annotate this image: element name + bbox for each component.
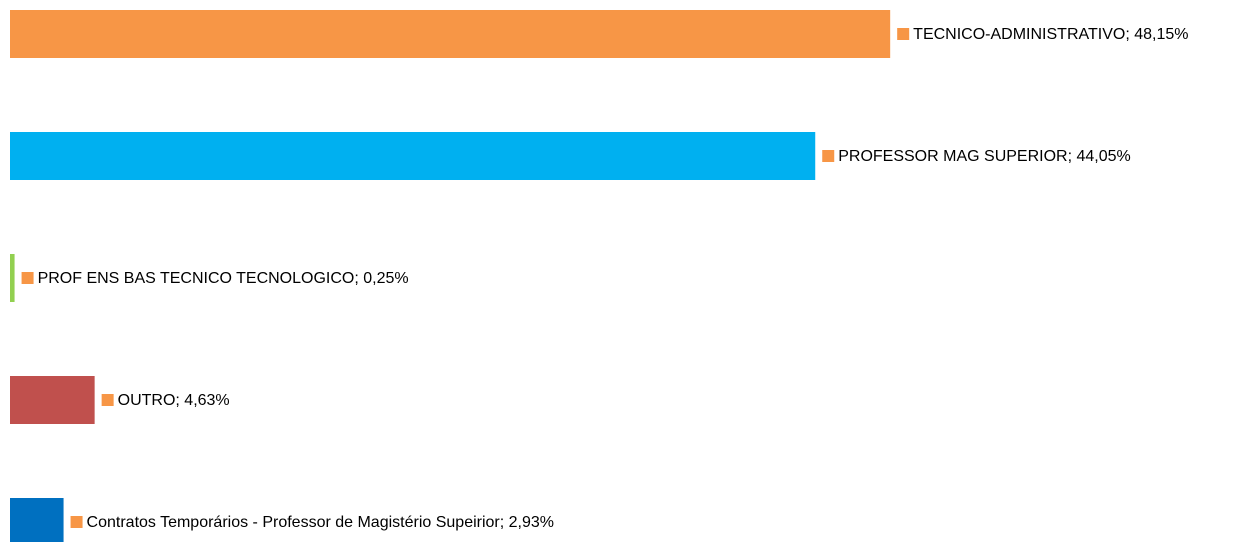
legend-marker	[70, 516, 83, 528]
legend-marker	[21, 272, 34, 284]
bar	[10, 498, 64, 542]
legend-marker	[101, 394, 114, 406]
bar	[10, 132, 816, 180]
data-label: Contratos Temporários - Professor de Mag…	[87, 514, 554, 531]
legend-marker	[822, 150, 835, 162]
data-label: PROFESSOR MAG SUPERIOR; 44,05%	[838, 148, 1131, 165]
data-label: PROF ENS BAS TECNICO TECNOLOGICO; 0,25%	[38, 270, 409, 287]
data-label: TECNICO-ADMINISTRATIVO; 48,15%	[913, 26, 1188, 43]
data-label: OUTRO; 4,63%	[118, 392, 230, 409]
legend-marker	[897, 28, 910, 40]
bar	[10, 376, 95, 424]
bar	[10, 254, 15, 302]
bar	[10, 10, 891, 58]
